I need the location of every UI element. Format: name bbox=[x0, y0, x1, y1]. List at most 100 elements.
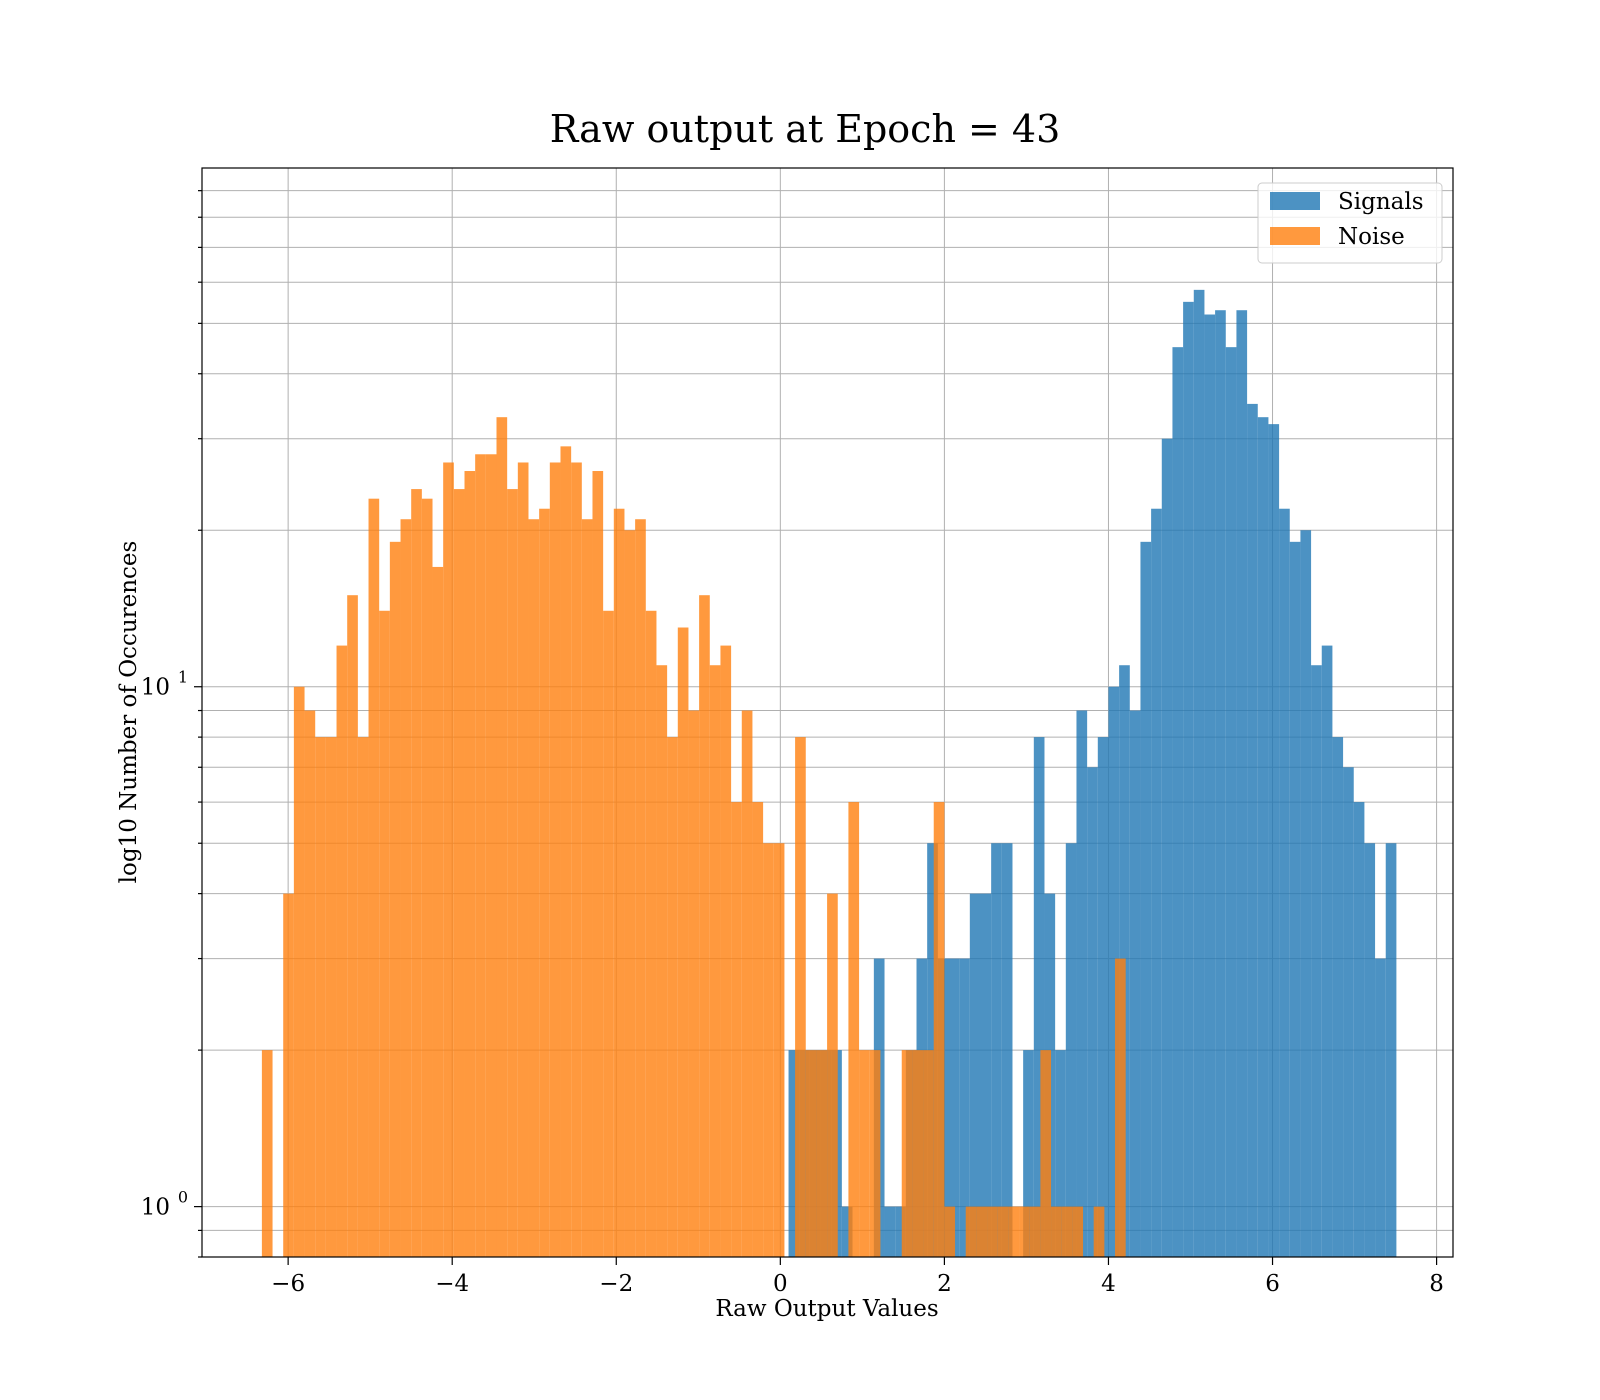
signals-bar bbox=[1172, 347, 1184, 1257]
legend: Signals Noise bbox=[1257, 182, 1443, 264]
signals-bar bbox=[980, 893, 992, 1257]
signals-bar bbox=[1300, 530, 1312, 1257]
legend-label-signals: Signals bbox=[1338, 189, 1424, 215]
signals-bar bbox=[1055, 1050, 1066, 1257]
signals-bar bbox=[1204, 314, 1216, 1257]
noise-bar bbox=[912, 1050, 924, 1257]
plot-frame bbox=[201, 167, 1454, 1258]
noise-bar bbox=[432, 566, 444, 1257]
x-tick-label: −2 bbox=[599, 1271, 633, 1297]
signals-bar bbox=[1289, 541, 1301, 1257]
noise-bar bbox=[656, 665, 668, 1257]
noise-bar bbox=[805, 1050, 817, 1257]
noise-bar bbox=[795, 737, 806, 1257]
noise-bar bbox=[965, 1206, 977, 1257]
y-tick-label-exponent: 1 bbox=[178, 668, 188, 687]
noise-bar bbox=[709, 665, 721, 1257]
noise-bar bbox=[603, 610, 614, 1257]
y-tick-label: 10 bbox=[141, 675, 170, 701]
noise-bar bbox=[987, 1206, 998, 1257]
signals-bar bbox=[1023, 1050, 1034, 1257]
noise-bar bbox=[763, 843, 774, 1257]
noise-bar bbox=[816, 1050, 828, 1257]
signals-bar bbox=[991, 843, 1002, 1257]
y-tick-label: 10 bbox=[141, 1195, 170, 1221]
signals-bar bbox=[1076, 710, 1088, 1257]
noise-bar bbox=[848, 802, 860, 1257]
noise-bar bbox=[560, 446, 572, 1258]
noise-bar bbox=[379, 610, 390, 1257]
signals-bar bbox=[1183, 301, 1194, 1257]
signals-bar bbox=[1225, 347, 1237, 1257]
signals-bar bbox=[1385, 843, 1397, 1257]
y-axis-ticks: 10 0 10 1 bbox=[141, 190, 202, 1258]
signals-bar bbox=[1353, 802, 1365, 1257]
noise-bar bbox=[421, 498, 433, 1258]
signals-bar bbox=[895, 1206, 906, 1257]
signals-bar bbox=[1268, 424, 1280, 1258]
signals-bar bbox=[1311, 665, 1322, 1257]
noise-bar bbox=[859, 1050, 870, 1257]
signals-bar bbox=[1279, 508, 1290, 1258]
x-tick-label: 8 bbox=[1429, 1271, 1444, 1297]
signals-bar bbox=[884, 1206, 896, 1257]
signals-bar bbox=[959, 958, 970, 1257]
signals-bar bbox=[1033, 737, 1045, 1257]
noise-bar bbox=[1008, 1206, 1020, 1257]
noise-bar bbox=[635, 519, 646, 1257]
noise-bar bbox=[827, 893, 838, 1257]
signals-bar bbox=[1257, 417, 1269, 1257]
signals-bar bbox=[1097, 737, 1109, 1257]
signals-bar bbox=[1108, 686, 1120, 1257]
histogram-bars bbox=[261, 289, 1397, 1258]
x-axis-ticks: −6 −4 −2 0 2 4 6 8 bbox=[271, 1257, 1444, 1297]
x-axis-label: Raw Output Values bbox=[715, 1296, 938, 1322]
signals-bar bbox=[1151, 508, 1162, 1258]
series-noise bbox=[261, 417, 1126, 1258]
signals-bar bbox=[841, 1206, 853, 1257]
signals-bar bbox=[1161, 438, 1173, 1257]
noise-bar bbox=[347, 595, 358, 1257]
noise-bar bbox=[741, 710, 753, 1257]
signals-bar bbox=[1215, 310, 1226, 1257]
noise-bar bbox=[923, 1050, 934, 1257]
x-tick-label: 0 bbox=[773, 1271, 788, 1297]
noise-bar bbox=[304, 710, 316, 1257]
signals-bar bbox=[969, 893, 981, 1257]
legend-swatch-noise bbox=[1270, 227, 1320, 245]
noise-bar bbox=[667, 737, 678, 1257]
noise-bar bbox=[1040, 1050, 1052, 1257]
noise-bar bbox=[485, 454, 497, 1257]
noise-bar bbox=[411, 489, 422, 1257]
noise-bar bbox=[539, 508, 550, 1258]
x-tick-label: 2 bbox=[937, 1271, 952, 1297]
noise-bar bbox=[315, 737, 326, 1257]
signals-bar bbox=[1332, 737, 1344, 1257]
noise-bar bbox=[293, 686, 305, 1257]
noise-bar bbox=[645, 610, 657, 1257]
signals-bar bbox=[1129, 710, 1141, 1257]
noise-bar bbox=[581, 519, 593, 1257]
legend-swatch-signals bbox=[1270, 192, 1320, 210]
noise-bar bbox=[752, 802, 764, 1257]
noise-bar bbox=[283, 893, 294, 1257]
noise-bar bbox=[400, 519, 412, 1257]
x-tick-label: −6 bbox=[271, 1271, 305, 1297]
noise-bar bbox=[592, 471, 604, 1258]
noise-bar bbox=[496, 417, 508, 1257]
noise-bar bbox=[731, 802, 742, 1257]
noise-bar bbox=[357, 737, 369, 1257]
noise-bar bbox=[1061, 1206, 1073, 1257]
noise-bar bbox=[1029, 1206, 1041, 1257]
y-tick-label-exponent: 0 bbox=[178, 1188, 188, 1207]
noise-bar bbox=[389, 541, 401, 1257]
signals-bar bbox=[1065, 843, 1077, 1257]
signals-bar bbox=[1140, 541, 1152, 1257]
noise-bar bbox=[528, 519, 540, 1257]
noise-bar bbox=[976, 1206, 988, 1257]
signals-bar bbox=[1375, 958, 1386, 1257]
noise-bar bbox=[624, 530, 636, 1257]
noise-bar bbox=[944, 1206, 956, 1257]
noise-bar bbox=[464, 471, 476, 1258]
